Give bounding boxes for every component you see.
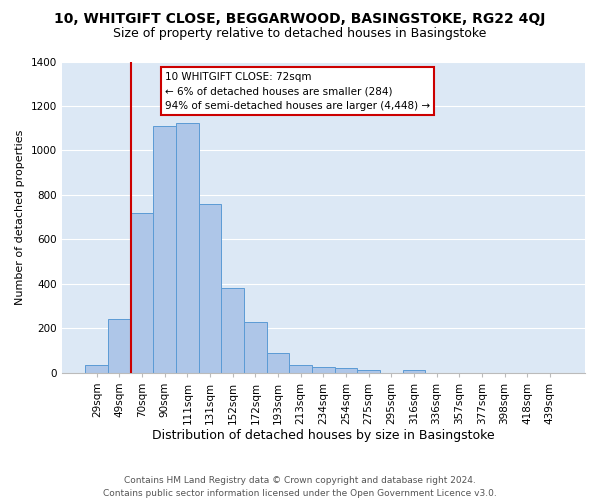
Bar	[108, 320, 131, 373]
Bar	[289, 365, 312, 373]
Text: 10, WHITGIFT CLOSE, BEGGARWOOD, BASINGSTOKE, RG22 4QJ: 10, WHITGIFT CLOSE, BEGGARWOOD, BASINGST…	[55, 12, 545, 26]
Bar	[199, 204, 221, 373]
Bar	[221, 288, 244, 373]
Bar	[154, 126, 176, 373]
Bar	[85, 365, 108, 373]
Text: Size of property relative to detached houses in Basingstoke: Size of property relative to detached ho…	[113, 28, 487, 40]
X-axis label: Distribution of detached houses by size in Basingstoke: Distribution of detached houses by size …	[152, 430, 494, 442]
Bar	[335, 368, 358, 373]
Bar	[312, 367, 335, 373]
Bar	[358, 370, 380, 373]
Bar	[176, 122, 199, 373]
Bar	[266, 353, 289, 373]
Bar	[244, 322, 266, 373]
Bar	[131, 212, 154, 373]
Text: Contains HM Land Registry data © Crown copyright and database right 2024.
Contai: Contains HM Land Registry data © Crown c…	[103, 476, 497, 498]
Text: 10 WHITGIFT CLOSE: 72sqm
← 6% of detached houses are smaller (284)
94% of semi-d: 10 WHITGIFT CLOSE: 72sqm ← 6% of detache…	[165, 72, 430, 111]
Y-axis label: Number of detached properties: Number of detached properties	[15, 130, 25, 305]
Bar	[403, 370, 425, 373]
